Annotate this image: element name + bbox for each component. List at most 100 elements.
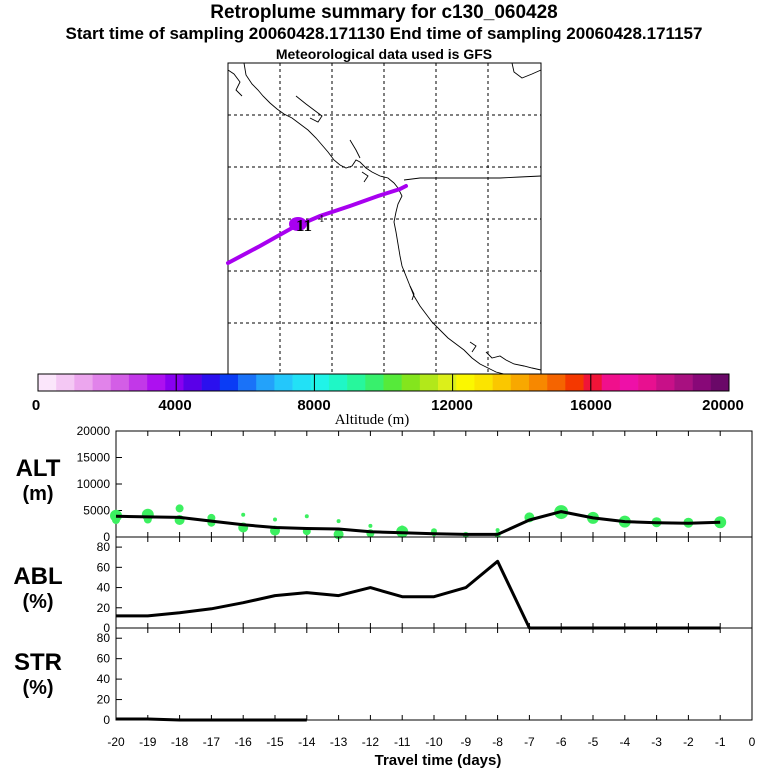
colorbar-label: Altitude (m): [335, 412, 410, 428]
sampling-times: Start time of sampling 20060428.171130 E…: [65, 24, 703, 43]
colorbar-swatch: [692, 374, 712, 391]
x-tick-label: -14: [298, 735, 316, 749]
colorbar-tick: 4000: [158, 397, 191, 414]
x-tick-label: -6: [556, 735, 567, 749]
colorbar-swatch: [510, 374, 530, 391]
alt-panel-label: ALT: [16, 455, 61, 482]
y-tick-label: 20000: [77, 424, 111, 438]
x-axis-label: Travel time (days): [375, 752, 502, 768]
altitude-point: [175, 504, 184, 513]
colorbar-tick: 16000: [570, 397, 612, 414]
colorbar-swatch: [438, 374, 457, 391]
altitude-point: [112, 516, 120, 524]
x-tick-label: -17: [203, 735, 221, 749]
altitude-point: [241, 512, 246, 517]
colorbar-swatch: [292, 374, 312, 391]
colorbar-swatch: [219, 374, 239, 391]
x-tick-label: -1: [715, 735, 726, 749]
panel-frame: [115, 536, 753, 629]
y-tick-label: 0: [103, 713, 110, 727]
colorbar-swatch: [528, 374, 548, 391]
y-tick-label: 20: [97, 601, 111, 615]
colorbar-swatch: [238, 374, 257, 391]
trajectory-source-blob: [289, 217, 307, 231]
altitude-point: [273, 517, 277, 522]
colorbar-swatch: [474, 374, 493, 391]
colorbar-swatch: [147, 374, 166, 391]
series-line: [115, 510, 721, 536]
colorbar-frame: [37, 373, 730, 392]
colorbar-swatch: [547, 374, 566, 391]
colorbar-swatch: [201, 374, 221, 391]
colorbar-swatch: [74, 374, 93, 391]
x-tick-label: -19: [139, 735, 157, 749]
colorbar-tick: 8000: [297, 397, 330, 414]
y-tick-label: 80: [97, 540, 111, 554]
colorbar-swatch: [710, 374, 730, 391]
str-panel-unit: (%): [22, 677, 53, 699]
series-line: [116, 559, 721, 630]
colorbar-swatch: [401, 374, 421, 391]
y-tick-label: 60: [97, 652, 111, 666]
x-tick-label: -12: [362, 735, 380, 749]
colorbar-swatch: [92, 374, 112, 391]
abl-panel-unit: (%): [22, 591, 53, 613]
str-panel-label: STR: [14, 649, 62, 676]
colorbar-tick: 0: [32, 397, 40, 414]
y-tick-label: 20: [97, 693, 111, 707]
colorbar-swatch: [456, 374, 475, 391]
map-marker-label: 11: [296, 216, 312, 235]
trajectory-line: [226, 184, 408, 265]
x-tick-label: -3: [651, 735, 662, 749]
colorbar-tick: 12000: [431, 397, 473, 414]
map-panel: 11 1: [226, 62, 542, 376]
colorbar-swatch: [583, 374, 603, 391]
x-tick-label: -11: [394, 735, 411, 749]
y-tick-label: 60: [97, 560, 111, 574]
altitude-colorbar: [38, 374, 730, 391]
y-tick-label: 15000: [77, 451, 111, 465]
colorbar-swatch: [565, 374, 584, 391]
x-tick-label: -2: [683, 735, 694, 749]
x-tick-label: -10: [425, 735, 443, 749]
alt-panel-unit: (m): [22, 483, 53, 505]
colorbar-swatch: [656, 374, 675, 391]
x-tick-label: 0: [749, 735, 756, 749]
colorbar-swatch: [365, 374, 384, 391]
altitude-point: [368, 523, 373, 528]
y-tick-label: 0: [103, 530, 110, 544]
colorbar-swatch: [638, 374, 657, 391]
y-tick-label: 10000: [77, 477, 111, 491]
y-tick-label: 0: [103, 621, 110, 635]
colorbar-swatch: [601, 374, 621, 391]
colorbar-swatch: [328, 374, 348, 391]
x-tick-label: -5: [588, 735, 599, 749]
x-tick-labels: -20 -19 -18 -17 -16 -15 -14 -13 -12 -11 -10 -9 -8 -7-…: [107, 735, 755, 749]
y-tick-label: 40: [97, 581, 111, 595]
colorbar-swatch: [383, 374, 402, 391]
colorbar-swatch: [183, 374, 202, 391]
altitude-point: [336, 519, 341, 524]
colorbar-swatch: [310, 374, 330, 391]
x-tick-label: -13: [330, 735, 348, 749]
x-tick-label: -20: [107, 735, 125, 749]
colorbar-tick: 20000: [702, 397, 744, 414]
colorbar-swatch: [674, 374, 693, 391]
y-tick-label: 40: [97, 672, 111, 686]
series-line: [116, 717, 307, 722]
colorbar-swatch: [128, 374, 148, 391]
x-tick-label: -15: [266, 735, 284, 749]
colorbar-swatch: [256, 374, 275, 391]
colorbar-swatch: [274, 374, 293, 391]
map-coastlines: [227, 62, 542, 376]
colorbar-swatch: [165, 374, 184, 391]
colorbar-swatch: [110, 374, 130, 391]
colorbar-swatch: [492, 374, 512, 391]
x-tick-label: -18: [171, 735, 189, 749]
x-tick-label: -4: [619, 735, 630, 749]
colorbar-swatch: [419, 374, 439, 391]
x-tick-label: -8: [492, 735, 503, 749]
y-tick-label: 80: [97, 631, 111, 645]
